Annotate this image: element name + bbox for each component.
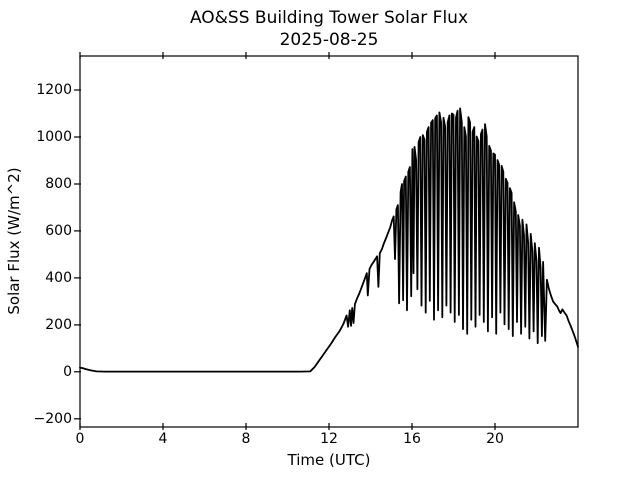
x-tick-label: 16 [403,431,421,447]
x-tick-label: 8 [241,431,251,447]
y-tick-label: 0 [63,363,72,380]
x-tick-label: 0 [75,431,85,447]
y-tick-label: −200 [33,410,72,427]
chart-subtitle: 2025-08-25 [279,30,379,50]
y-tick-label: 600 [45,222,72,239]
chart-title: AO&SS Building Tower Solar Flux [189,8,469,28]
y-tick-label: 1000 [36,129,72,145]
x-tick-label: 4 [158,431,168,447]
chart-title-block: AO&SS Building Tower Solar Flux 2025-08-… [80,7,578,51]
solar_flux-line [79,107,579,373]
y-tick-label: 800 [45,175,72,192]
x-tick-label: 12 [320,431,338,447]
y-tick-label: 1200 [36,82,72,99]
x-tick-label: 20 [486,431,504,447]
y-tick-label: 400 [45,269,72,286]
y-tick-label: 200 [45,316,72,333]
x-axis-label: Time (UTC) [287,451,371,469]
